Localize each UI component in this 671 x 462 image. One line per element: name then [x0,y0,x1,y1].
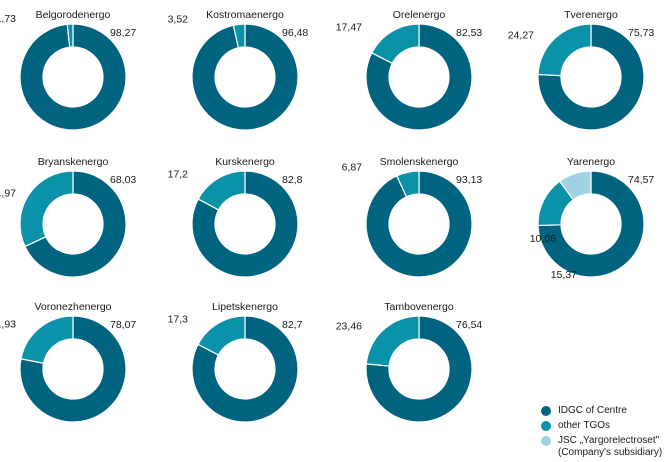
data-label-orelenergo-idgc_of_centre: 82,53 [456,27,482,39]
chart-title-bryanskenergo: Bryanskenergo [38,156,109,168]
donut-slice-belgorodenergo-other_tgos [66,23,74,48]
data-label-tverenergo-other_tgos: 24,27 [508,29,534,41]
legend-swatch-other-tgos [541,421,551,431]
donut-voronezhenergo: Voronezhenergo 78,07 21,93 [0,301,136,423]
donut-slice-lipetskenergo-idgc_of_centre [191,315,299,423]
data-label-bryanskenergo-other_tgos: 31,97 [0,187,16,199]
data-label-voronezhenergo-idgc_of_centre: 78,07 [110,319,136,331]
donut-slice-orelenergo-other_tgos [371,23,420,65]
donut-slice-voronezhenergo-idgc_of_centre [19,315,127,423]
donut-slice-kurskenergo-other_tgos [197,170,246,211]
donut-yarenergo: Yarenergo 74,57 15,37 10,06 [530,156,655,281]
donut-slice-kostromaenergo-idgc_of_centre [191,23,299,131]
chart-title-smolenskenergo: Smolenskenergo [380,156,459,168]
donut-slice-bryanskenergo-idgc_of_centre [24,170,127,278]
legend-item-jsc-yargorelectroset: JSC „Yargorelectroset" (Company's subsid… [541,435,662,459]
donut-slice-orelenergo-idgc_of_centre [365,23,473,131]
data-label-kurskenergo-other_tgos: 17,2 [168,168,189,180]
donut-slice-bryanskenergo-other_tgos [19,170,74,248]
donut-slice-tambovenergo-other_tgos [365,315,420,367]
data-label-kurskenergo-idgc_of_centre: 82,8 [282,174,303,186]
donut-slice-yarenergo-jsc_yargorelectroset [558,170,592,201]
donut-slice-voronezhenergo-other_tgos [20,315,74,364]
data-label-belgorodenergo-idgc_of_centre: 98,27 [110,27,136,39]
donut-orelenergo: Orelenergo 82,53 17,47 [336,9,482,131]
data-label-belgorodenergo-other_tgos: 1,73 [0,13,16,25]
chart-title-orelenergo: Orelenergo [393,9,446,21]
chart-title-kostromaenergo: Kostromaenergo [206,9,284,21]
legend-label-idgc-of-centre: IDGC of Centre [558,405,627,416]
chart-title-yarenergo: Yarenergo [567,156,615,168]
data-label-tverenergo-idgc_of_centre: 75,73 [628,27,654,39]
legend-item-idgc-of-centre: IDGC of Centre [541,405,662,417]
donut-slice-yarenergo-idgc_of_centre [537,170,645,278]
donut-slice-lipetskenergo-other_tgos [197,315,246,356]
data-label-tambovenergo-other_tgos: 23,46 [336,320,362,332]
legend-item-other-tgos: other TGOs [541,420,662,432]
data-label-voronezhenergo-other_tgos: 21,93 [0,318,16,330]
chart-title-tverenergo: Tverenergo [564,9,618,21]
chart-title-voronezhenergo: Voronezhenergo [34,301,111,313]
donut-kurskenergo: Kurskenergo 82,8 17,2 [168,156,303,278]
donut-tverenergo: Tverenergo 75,73 24,27 [508,9,654,131]
donut-smolenskenergo: Smolenskenergo 93,13 6,87 [342,156,482,278]
chart-title-lipetskenergo: Lipetskenergo [212,301,278,313]
donut-slice-tverenergo-other_tgos [537,23,592,77]
legend-swatch-jsc-yargorelectroset [541,436,551,446]
chart-title-kurskenergo: Kurskenergo [215,156,275,168]
data-label-yarenergo-idgc_of_centre: 74,57 [628,174,654,186]
data-label-lipetskenergo-other_tgos: 17,3 [168,314,189,326]
data-label-lipetskenergo-idgc_of_centre: 82,7 [282,319,303,331]
data-label-bryanskenergo-idgc_of_centre: 68,03 [110,174,136,186]
donut-slice-tverenergo-idgc_of_centre [537,23,645,131]
legend-label-jsc-yargorelectroset: JSC „Yargorelectroset" (Company's subsid… [558,435,663,458]
donut-slice-smolenskenergo-idgc_of_centre [365,170,473,278]
legend: IDGC of Centre other TGOs JSC „Yargorele… [541,405,662,462]
donut-slice-kurskenergo-idgc_of_centre [191,170,299,278]
donut-belgorodenergo: Belgorodenergo 98,27 1,73 [0,9,136,131]
donut-slice-tambovenergo-idgc_of_centre [365,315,473,423]
data-label-tambovenergo-idgc_of_centre: 76,54 [456,319,482,331]
donut-kostromaenergo: Kostromaenergo 96,48 3,52 [168,9,308,131]
data-label-kostromaenergo-other_tgos: 3,52 [168,13,189,25]
donut-slice-smolenskenergo-other_tgos [396,170,420,198]
data-label-yarenergo-other_tgos: 15,37 [551,269,577,281]
legend-swatch-idgc-of-centre [541,406,551,416]
donut-lipetskenergo: Lipetskenergo 82,7 17,3 [168,301,303,423]
legend-label-other-tgos: other TGOs [558,420,611,431]
donut-slice-kostromaenergo-other_tgos [232,23,246,49]
chart-title-belgorodenergo: Belgorodenergo [36,9,111,21]
chart-title-tambovenergo: Tambovenergo [384,301,454,313]
data-label-orelenergo-other_tgos: 17,47 [336,22,362,34]
data-label-smolenskenergo-other_tgos: 6,87 [342,161,363,173]
data-label-smolenskenergo-idgc_of_centre: 93,13 [456,174,482,186]
data-label-yarenergo-jsc_yargorelectroset: 10,06 [530,233,556,245]
data-label-kostromaenergo-idgc_of_centre: 96,48 [282,27,308,39]
donut-slice-belgorodenergo-idgc_of_centre [19,23,127,131]
